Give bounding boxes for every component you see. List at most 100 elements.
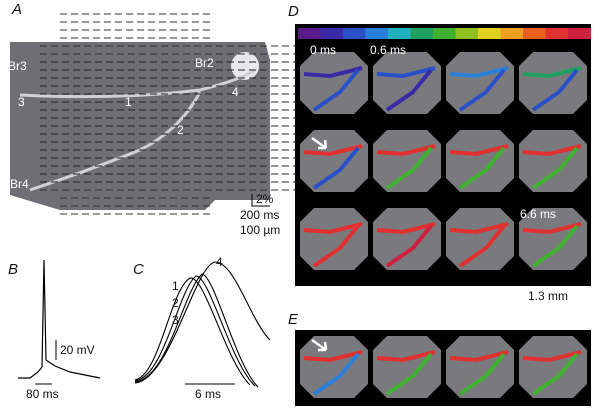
branch bbox=[531, 224, 579, 268]
branch bbox=[531, 68, 579, 112]
frame-cell bbox=[446, 208, 514, 270]
recording-grid bbox=[40, 13, 300, 215]
branch bbox=[303, 222, 363, 235]
panel-e: E bbox=[288, 311, 591, 406]
color-step bbox=[365, 28, 389, 39]
panel-label: E bbox=[288, 311, 299, 328]
scale-bar bbox=[251, 194, 270, 207]
branch bbox=[312, 224, 360, 268]
branch-label: Br2 bbox=[195, 56, 214, 70]
color-step bbox=[568, 28, 591, 39]
branch bbox=[376, 66, 436, 79]
color-step bbox=[523, 28, 546, 39]
color-step bbox=[388, 28, 411, 39]
trace-label: 1 bbox=[172, 279, 179, 293]
color-step bbox=[320, 28, 344, 39]
frame-cell bbox=[300, 336, 368, 398]
frame-cell bbox=[446, 52, 514, 114]
branch bbox=[522, 144, 582, 157]
color-bar bbox=[298, 28, 591, 39]
arrow bbox=[311, 136, 328, 150]
panel-d: D 0 ms 0.6 ms 6.6 ms 1.3 mm bbox=[288, 3, 591, 303]
site-label: 2 bbox=[177, 123, 184, 137]
color-step bbox=[455, 28, 479, 39]
branch bbox=[522, 222, 582, 235]
frame-cell bbox=[373, 130, 441, 192]
trace bbox=[134, 275, 256, 387]
panel-a: A Br3 Br2 Br4 3 1 4 2 2% 200 ms 100 µm bbox=[8, 1, 300, 237]
frame-cell bbox=[300, 208, 368, 270]
time-label: 6.6 ms bbox=[520, 207, 556, 221]
branch bbox=[449, 350, 509, 363]
branch bbox=[376, 350, 436, 363]
time-label: 0.6 ms bbox=[370, 43, 406, 57]
trace bbox=[18, 259, 101, 379]
branch bbox=[449, 66, 509, 79]
color-step bbox=[545, 28, 569, 39]
scale-label: 20 mV bbox=[60, 343, 95, 357]
frame-cell bbox=[519, 336, 587, 398]
frame-cell bbox=[446, 336, 514, 398]
trace-label: 2 bbox=[172, 296, 179, 310]
time-label: 0 ms bbox=[310, 43, 336, 57]
frame-cell bbox=[519, 52, 587, 114]
branch bbox=[312, 352, 360, 396]
frame-cell bbox=[300, 130, 368, 192]
panel-label: C bbox=[133, 261, 144, 278]
site-label: 1 bbox=[125, 95, 132, 109]
panel-label: B bbox=[8, 261, 18, 278]
panel-label: D bbox=[288, 3, 299, 20]
branch bbox=[449, 222, 509, 235]
site-label: 3 bbox=[18, 95, 25, 109]
branch bbox=[522, 350, 582, 363]
color-step bbox=[343, 28, 366, 39]
branch bbox=[522, 66, 582, 79]
branch bbox=[458, 146, 506, 190]
branch bbox=[531, 146, 579, 190]
color-step bbox=[478, 28, 501, 39]
trace bbox=[134, 273, 259, 388]
branch bbox=[385, 146, 433, 190]
trace-label: 4 bbox=[216, 255, 223, 269]
color-step bbox=[433, 28, 456, 39]
color-step bbox=[298, 28, 321, 39]
branch bbox=[385, 352, 433, 396]
frame-cell bbox=[446, 130, 514, 192]
frames bbox=[300, 52, 587, 270]
panel-c: C 1 2 3 4 6 ms bbox=[133, 255, 271, 401]
panel-b: B 20 mV 80 ms bbox=[8, 259, 101, 401]
scale-bar bbox=[35, 340, 57, 385]
trace bbox=[134, 261, 271, 384]
branch bbox=[376, 222, 436, 235]
frame-cell bbox=[373, 336, 441, 398]
branch bbox=[449, 144, 509, 157]
trace-label: 3 bbox=[172, 313, 179, 327]
scale-label: 80 ms bbox=[26, 387, 59, 401]
branch bbox=[458, 224, 506, 268]
branch bbox=[385, 224, 433, 268]
scale-label: 200 ms bbox=[240, 208, 279, 222]
scale-label: 1.3 mm bbox=[528, 289, 568, 303]
branch-label: Br3 bbox=[8, 59, 27, 73]
branch bbox=[458, 352, 506, 396]
branch bbox=[312, 68, 360, 112]
frames bbox=[300, 336, 587, 398]
site-label: 4 bbox=[232, 85, 239, 99]
scale-label: 6 ms bbox=[195, 387, 221, 401]
color-step bbox=[410, 28, 434, 39]
branch bbox=[376, 144, 436, 157]
branch bbox=[458, 68, 506, 112]
frame-cell bbox=[373, 208, 441, 270]
color-step bbox=[500, 28, 524, 39]
frame-cell bbox=[300, 52, 368, 114]
branch bbox=[303, 350, 363, 363]
branch bbox=[312, 146, 360, 190]
frame-cell bbox=[519, 130, 587, 192]
branch bbox=[531, 352, 579, 396]
trace bbox=[134, 277, 251, 386]
arrow bbox=[311, 338, 328, 352]
scale-label: 100 µm bbox=[240, 223, 280, 237]
panel-label: A bbox=[11, 1, 22, 18]
frame-cell bbox=[519, 208, 587, 270]
